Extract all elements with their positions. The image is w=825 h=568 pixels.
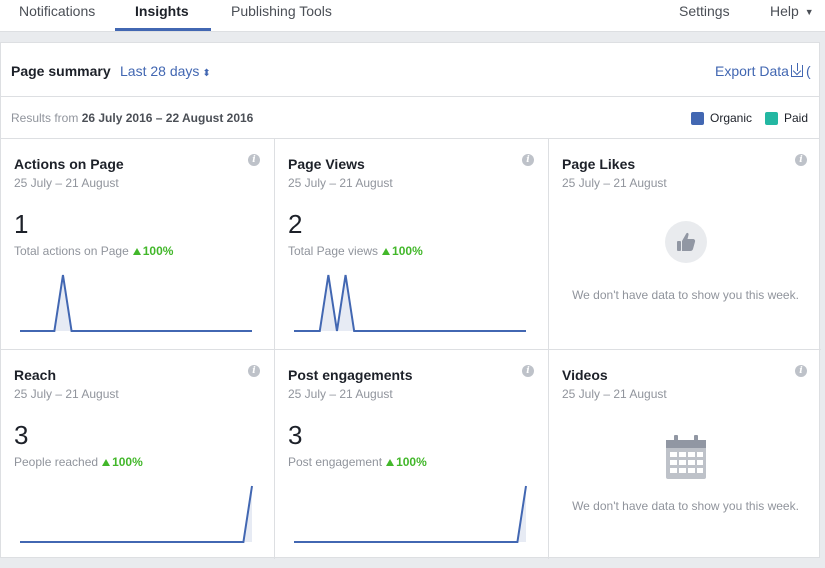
tile-date: 25 July – 21 August xyxy=(14,387,119,401)
help-menu[interactable]: Help ▼ xyxy=(770,3,814,19)
tile-label: People reached xyxy=(14,455,99,469)
tile-value: 1 xyxy=(14,209,29,239)
change-badge: 100% xyxy=(102,455,143,469)
tile-date: 25 July – 21 August xyxy=(562,387,667,401)
thumbs-up-icon xyxy=(665,221,707,263)
tile-label: Post engagement xyxy=(288,455,383,469)
info-icon[interactable]: i xyxy=(248,365,260,377)
tile-title: Videos xyxy=(562,367,608,383)
tile-label-row: Post engagement 100% xyxy=(288,455,427,469)
tab-notifications[interactable]: Notifications xyxy=(19,3,96,19)
info-icon[interactable]: i xyxy=(795,154,807,166)
info-icon[interactable]: i xyxy=(795,365,807,377)
sparkline-line xyxy=(294,485,527,543)
sparkline xyxy=(294,485,527,543)
no-data-message: We don't have data to show you this week… xyxy=(572,499,799,513)
export-data-button[interactable]: Export Data xyxy=(715,63,803,79)
period-label: Last 28 days xyxy=(120,63,200,79)
period-selector[interactable]: Last 28 days ⬍ xyxy=(120,63,211,79)
sparkline-area xyxy=(20,486,252,542)
tile-date: 25 July – 21 August xyxy=(14,176,119,190)
legend-swatch-organic xyxy=(691,112,704,125)
results-range: Results from 26 July 2016 – 22 August 20… xyxy=(11,111,253,125)
caret-down-icon: ▼ xyxy=(804,7,814,17)
download-icon xyxy=(790,63,803,77)
summary-header: Page summary Last 28 days ⬍ Export Data ( xyxy=(1,43,819,97)
page-summary-card: Page summary Last 28 days ⬍ Export Data (… xyxy=(0,42,821,559)
change-value: 100% xyxy=(396,455,427,469)
results-bar: Results from 26 July 2016 – 22 August 20… xyxy=(1,97,819,139)
legend-paid: Paid xyxy=(765,111,808,125)
sparkline xyxy=(20,274,252,332)
tile-label: Total Page views xyxy=(288,244,379,258)
up-triangle-icon xyxy=(382,248,391,255)
results-prefix: Results from xyxy=(11,111,79,125)
sparkline-area xyxy=(294,486,526,542)
tile-actions-on-page[interactable]: Actions on Page i 25 July – 21 August 1 … xyxy=(1,139,274,349)
info-icon[interactable]: i xyxy=(522,365,534,377)
no-data-message: We don't have data to show you this week… xyxy=(572,288,799,302)
sparkline-line xyxy=(20,485,253,543)
tile-title: Page Likes xyxy=(562,156,636,172)
legend-label-paid: Paid xyxy=(784,111,809,125)
sparkline xyxy=(294,274,526,332)
tile-reach[interactable]: Reach i 25 July – 21 August 3 People rea… xyxy=(1,349,274,559)
tile-value: 2 xyxy=(288,209,303,239)
up-triangle-icon xyxy=(102,459,111,466)
change-value: 100% xyxy=(392,244,423,258)
tab-insights[interactable]: Insights xyxy=(135,3,189,19)
tile-title: Post engagements xyxy=(288,367,413,383)
tile-title: Page Views xyxy=(288,156,365,172)
sort-arrows-icon: ⬍ xyxy=(202,68,211,79)
change-badge: 100% xyxy=(386,455,427,469)
active-tab-indicator xyxy=(115,28,211,31)
summary-title: Page summary xyxy=(11,63,111,79)
sparkline-line xyxy=(294,274,526,332)
tile-title: Actions on Page xyxy=(14,156,124,172)
export-overflow-text: ( xyxy=(806,63,811,79)
change-badge: 100% xyxy=(132,244,174,258)
tile-page-likes[interactable]: Page Likes i 25 July – 21 August We don'… xyxy=(548,139,821,349)
export-label: Export Data xyxy=(715,63,789,79)
tab-settings[interactable]: Settings xyxy=(679,3,730,19)
tile-post-engagements[interactable]: Post engagements i 25 July – 21 August 3… xyxy=(274,349,548,559)
tile-page-views[interactable]: Page Views i 25 July – 21 August 2 Total… xyxy=(274,139,548,349)
help-label: Help xyxy=(770,3,799,19)
up-triangle-icon xyxy=(132,248,141,255)
info-icon[interactable]: i xyxy=(248,154,260,166)
change-badge: 100% xyxy=(382,244,423,258)
sparkline xyxy=(20,485,253,543)
tile-label-row: People reached 100% xyxy=(14,455,143,469)
top-navigation: Notifications Insights Publishing Tools … xyxy=(0,0,825,32)
tile-title: Reach xyxy=(14,367,57,383)
tab-publishing-tools[interactable]: Publishing Tools xyxy=(231,3,332,19)
tile-label: Total actions on Page xyxy=(14,244,129,258)
tile-videos[interactable]: Videos i 25 July – 21 August We don't ha… xyxy=(548,349,821,559)
calendar-icon xyxy=(665,434,707,480)
legend-organic: Organic xyxy=(691,111,752,125)
tile-date: 25 July – 21 August xyxy=(562,176,667,190)
legend-swatch-paid xyxy=(765,112,778,125)
results-date-range: 26 July 2016 – 22 August 2016 xyxy=(81,111,254,125)
change-value: 100% xyxy=(142,244,174,258)
up-triangle-icon xyxy=(386,459,395,466)
tile-date: 25 July – 21 August xyxy=(288,176,393,190)
sparkline-line xyxy=(20,274,252,332)
tile-date: 25 July – 21 August xyxy=(288,387,393,401)
tile-value: 3 xyxy=(14,420,29,450)
info-icon[interactable]: i xyxy=(522,154,534,166)
legend-label-organic: Organic xyxy=(710,111,753,125)
change-value: 100% xyxy=(112,455,143,469)
tile-label-row: Total Page views 100% xyxy=(288,244,423,258)
tile-label-row: Total actions on Page 100% xyxy=(14,244,173,258)
tile-value: 3 xyxy=(288,420,303,450)
